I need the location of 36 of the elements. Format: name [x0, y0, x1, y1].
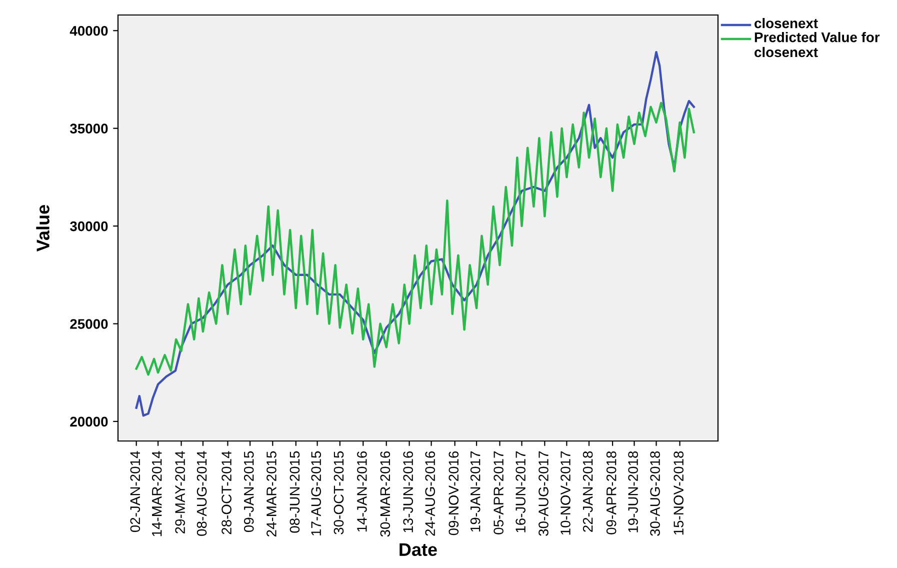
x-tick-label: 05-APR-2017: [494, 451, 504, 534]
y-tick-label: 20000: [70, 416, 108, 427]
x-tick-label: 30-OCT-2015: [334, 451, 344, 534]
x-tick-label: 28-OCT-2014: [222, 451, 232, 534]
x-tick-label: 14-JAN-2016: [357, 451, 367, 532]
x-tick-label: 24-AUG-2016: [425, 451, 436, 536]
y-tick-label: 30000: [70, 221, 108, 232]
legend-label: closenext: [754, 18, 818, 28]
y-axis-title: Value: [36, 205, 50, 252]
x-axis-title: Date: [400, 543, 437, 556]
x-tick-label: 13-JUN-2016: [403, 451, 414, 532]
y-tick-label: 25000: [70, 319, 108, 329]
x-tick-label: 22-JAN-2018: [582, 451, 593, 532]
x-tick-label: 29-MAY-2014: [175, 451, 185, 534]
line-series: [135, 51, 695, 417]
x-tick-label: 16-JUN-2017: [516, 451, 526, 532]
x-tick-label: 09-NOV-2016: [448, 451, 459, 536]
x-tick-label: 09-JAN-2015: [244, 451, 254, 532]
x-tick-label: 08-AUG-2014: [196, 451, 207, 536]
line-series: [135, 102, 695, 376]
y-tick-label: 35000: [70, 124, 108, 134]
x-tick-label: 02-JAN-2014: [130, 451, 140, 532]
x-tick-label: 19-JAN-2017: [470, 451, 480, 532]
y-tick-label: 40000: [70, 26, 108, 36]
x-tick-label: 17-AUG-2015: [311, 451, 322, 536]
x-tick-label: 09-APR-2018: [606, 451, 616, 534]
x-tick-label: 19-JUN-2018: [628, 451, 638, 532]
x-tick-label: 15-NOV-2018: [674, 451, 684, 535]
x-tick-label: 10-NOV-2017: [560, 451, 570, 535]
x-tick-label: 24-MAR-2015: [266, 451, 276, 536]
x-tick-label: 08-JUN-2015: [290, 451, 300, 533]
x-tick-label: 30-AUG-2017: [538, 451, 548, 536]
x-tick-label: 30-MAR-2016: [380, 451, 390, 537]
x-tick-label: 30-AUG-2018: [650, 451, 660, 536]
x-tick-label: 14-MAR-2014: [152, 451, 162, 536]
legend-label: Predicted Value for closenext: [754, 32, 880, 58]
